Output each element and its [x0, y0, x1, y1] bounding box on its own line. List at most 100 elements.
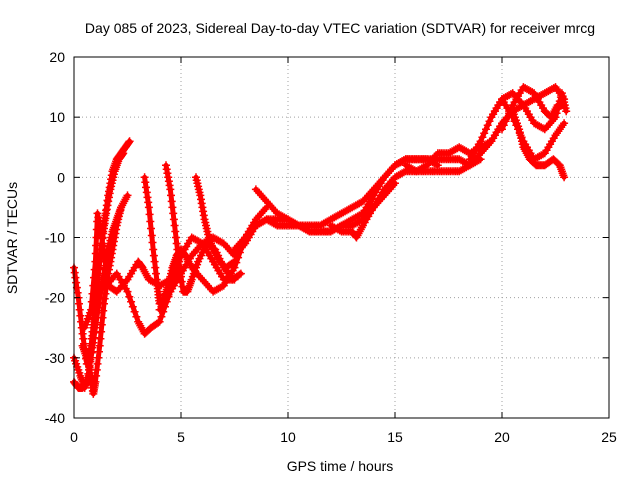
data-point-marker — [218, 282, 226, 291]
data-point-marker — [125, 137, 134, 146]
y-tick-label: -10 — [45, 230, 65, 246]
data-point-marker — [98, 313, 107, 322]
data-point-marker — [128, 302, 137, 311]
data-point-marker — [97, 233, 106, 242]
data-point-marker — [154, 318, 163, 327]
y-tick-label: 10 — [49, 109, 65, 125]
data-point-marker — [478, 133, 487, 142]
data-point-marker — [93, 359, 102, 368]
data-point-marker — [109, 237, 118, 246]
data-point-marker — [97, 320, 106, 329]
data-point-marker — [88, 289, 97, 298]
data-point-marker — [236, 269, 245, 278]
data-point-marker — [91, 249, 100, 258]
data-point-marker — [505, 109, 514, 118]
data-point-marker — [102, 265, 111, 274]
data-point-marker — [366, 199, 374, 208]
data-point-marker — [127, 297, 136, 306]
data-point-marker — [152, 275, 161, 284]
data-point-marker — [148, 238, 157, 247]
data-point-marker — [91, 257, 100, 266]
data-point-marker — [87, 305, 96, 314]
data-point-marker — [146, 217, 155, 226]
y-tick-label: 0 — [57, 169, 65, 185]
data-point-marker — [360, 211, 369, 220]
data-point-marker — [99, 306, 108, 315]
data-point-marker — [399, 156, 408, 165]
chart-title: Day 085 of 2023, Sidereal Day-to-day VTE… — [85, 20, 595, 36]
x-tick-label: 5 — [177, 429, 185, 445]
data-point-marker — [104, 197, 113, 206]
data-point-marker — [123, 191, 132, 200]
x-tick-label: 25 — [601, 429, 617, 445]
data-point-marker — [90, 265, 99, 274]
data-point-marker — [95, 341, 104, 350]
data-point-marker — [155, 317, 164, 326]
data-point-marker — [87, 297, 96, 306]
x-tick-label: 20 — [494, 429, 510, 445]
data-series — [70, 83, 571, 398]
data-point-marker — [358, 215, 367, 224]
data-point-marker — [539, 150, 547, 159]
data-point-marker — [123, 287, 132, 296]
data-point-marker — [303, 226, 312, 235]
data-point-marker — [229, 258, 238, 267]
data-point-marker — [147, 231, 156, 240]
data-point-marker — [174, 251, 183, 260]
data-point-marker — [367, 195, 376, 204]
data-point-marker — [97, 327, 106, 336]
data-point-marker — [101, 257, 109, 266]
data-point-marker — [145, 210, 154, 219]
series-4 — [78, 191, 132, 398]
data-point-marker — [482, 125, 490, 134]
data-point-marker — [125, 292, 134, 301]
data-point-marker — [483, 121, 492, 130]
y-tick-label: -40 — [45, 410, 65, 426]
data-point-marker — [88, 343, 97, 352]
series-19 — [498, 83, 569, 134]
data-point-marker — [144, 203, 153, 212]
data-point-marker — [72, 278, 81, 287]
data-point-marker — [93, 209, 102, 218]
y-tick-label: 20 — [49, 49, 65, 65]
data-point-marker — [476, 155, 485, 164]
data-point-marker — [560, 173, 569, 182]
data-point-marker — [96, 334, 105, 343]
data-point-marker — [100, 249, 108, 258]
grid-lines — [74, 57, 609, 418]
data-point-marker — [92, 241, 101, 250]
data-point-marker — [539, 124, 547, 133]
data-point-marker — [235, 270, 244, 279]
y-tick-label: -20 — [45, 290, 65, 306]
data-point-marker — [362, 207, 371, 216]
x-tick-label: 10 — [280, 429, 296, 445]
data-point-marker — [364, 203, 373, 212]
data-point-marker — [119, 149, 128, 158]
data-point-marker — [142, 183, 150, 192]
data-point-marker — [560, 101, 569, 110]
data-point-marker — [501, 117, 510, 126]
data-point-marker — [89, 281, 98, 290]
axis-ticks — [73, 56, 610, 419]
data-point-marker — [157, 312, 166, 321]
data-point-marker — [480, 129, 489, 138]
data-point-marker — [93, 308, 102, 317]
data-point-marker — [399, 168, 408, 177]
x-axis-label: GPS time / hours — [287, 458, 394, 474]
data-point-marker — [506, 90, 515, 99]
data-point-marker — [163, 169, 172, 178]
data-point-marker — [147, 224, 155, 233]
data-point-marker — [168, 203, 177, 212]
data-point-marker — [476, 137, 485, 146]
data-point-marker — [528, 88, 537, 97]
y-tick-label: -30 — [45, 350, 65, 366]
data-point-marker — [498, 125, 506, 134]
x-tick-label: 0 — [70, 429, 78, 445]
data-point-marker — [474, 156, 483, 165]
x-tick-label: 15 — [387, 429, 403, 445]
x-tick-labels: 0 5 10 15 20 25 — [70, 429, 617, 445]
data-point-marker — [562, 107, 571, 116]
data-point-marker — [506, 105, 515, 114]
data-point-marker — [260, 216, 269, 225]
